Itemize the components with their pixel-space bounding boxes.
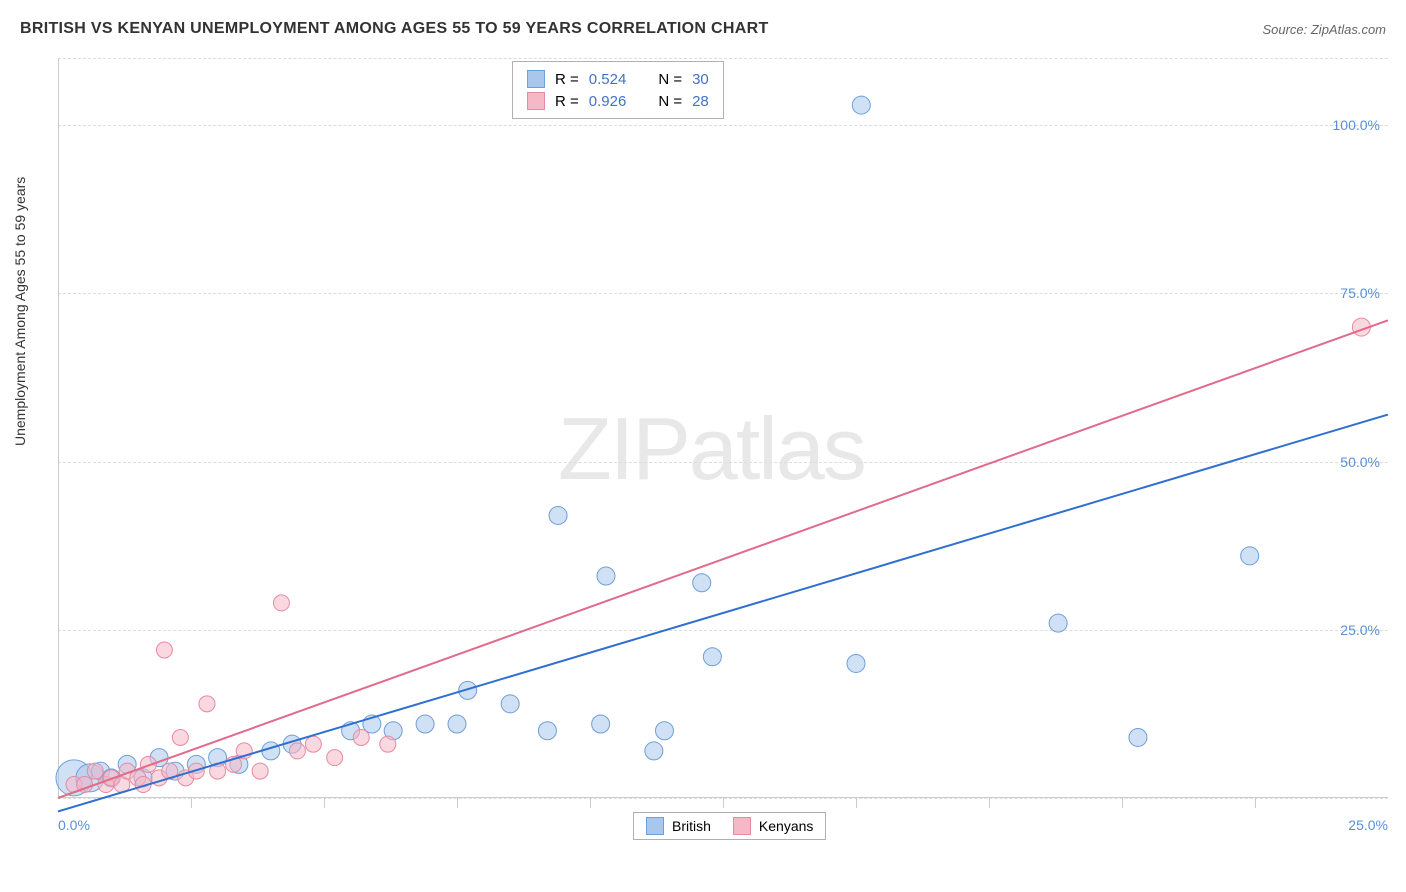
- data-point: [262, 742, 280, 760]
- data-point: [353, 729, 369, 745]
- source-attribution: Source: ZipAtlas.com: [1262, 22, 1386, 37]
- legend-swatch: [733, 817, 751, 835]
- x-tick: [191, 798, 192, 808]
- chart-title: BRITISH VS KENYAN UNEMPLOYMENT AMONG AGE…: [20, 20, 769, 38]
- x-tick-label: 0.0%: [58, 817, 90, 833]
- data-point: [156, 642, 172, 658]
- x-tick: [457, 798, 458, 808]
- data-point: [1241, 547, 1259, 565]
- n-label: N =: [658, 71, 682, 88]
- data-point: [448, 715, 466, 733]
- series-swatch: [527, 70, 545, 88]
- data-point: [199, 696, 215, 712]
- data-point: [327, 750, 343, 766]
- r-value: 0.926: [589, 93, 627, 110]
- data-point: [592, 715, 610, 733]
- legend-item: British: [646, 817, 711, 835]
- data-point: [645, 742, 663, 760]
- data-point: [273, 595, 289, 611]
- stats-row: R = 0.524 N = 30: [527, 68, 709, 90]
- chart-area: ZIPatlas 25.0%50.0%75.0%100.0% 0.0%25.0%…: [58, 58, 1388, 838]
- correlation-stats-box: R = 0.524 N = 30 R = 0.926 N = 28: [512, 61, 724, 119]
- trend-line: [58, 415, 1388, 812]
- plot-region: ZIPatlas 25.0%50.0%75.0%100.0% 0.0%25.0%…: [58, 58, 1388, 838]
- n-value: 28: [692, 93, 709, 110]
- x-tick: [723, 798, 724, 808]
- y-tick-label: 75.0%: [1340, 285, 1380, 301]
- y-tick-label: 100.0%: [1333, 117, 1380, 133]
- x-tick: [856, 798, 857, 808]
- x-tick-label: 25.0%: [1348, 817, 1388, 833]
- legend-item: Kenyans: [733, 817, 813, 835]
- legend-swatch: [646, 817, 664, 835]
- chart-header: BRITISH VS KENYAN UNEMPLOYMENT AMONG AGE…: [20, 20, 1386, 38]
- data-point: [172, 729, 188, 745]
- y-tick-label: 25.0%: [1340, 622, 1380, 638]
- data-point: [693, 574, 711, 592]
- data-point: [703, 648, 721, 666]
- data-point: [852, 96, 870, 114]
- scatter-svg: [58, 58, 1388, 838]
- data-point: [1129, 728, 1147, 746]
- stats-row: R = 0.926 N = 28: [527, 90, 709, 112]
- legend-label: Kenyans: [759, 818, 813, 834]
- r-value: 0.524: [589, 71, 627, 88]
- data-point: [549, 506, 567, 524]
- data-point: [305, 736, 321, 752]
- data-point: [538, 722, 556, 740]
- data-point: [289, 743, 305, 759]
- data-point: [380, 736, 396, 752]
- data-point: [87, 763, 103, 779]
- x-tick: [324, 798, 325, 808]
- r-label: R =: [555, 71, 579, 88]
- r-label: R =: [555, 93, 579, 110]
- series-legend: British Kenyans: [633, 812, 826, 840]
- data-point: [252, 763, 268, 779]
- legend-label: British: [672, 818, 711, 834]
- data-point: [847, 654, 865, 672]
- data-point: [416, 715, 434, 733]
- y-tick-label: 50.0%: [1340, 454, 1380, 470]
- data-point: [597, 567, 615, 585]
- x-tick: [989, 798, 990, 808]
- trend-line: [58, 320, 1388, 798]
- data-point: [655, 722, 673, 740]
- x-tick: [1255, 798, 1256, 808]
- data-point: [1049, 614, 1067, 632]
- series-swatch: [527, 92, 545, 110]
- x-tick: [1122, 798, 1123, 808]
- n-label: N =: [658, 93, 682, 110]
- x-tick: [590, 798, 591, 808]
- n-value: 30: [692, 71, 709, 88]
- y-axis-label: Unemployment Among Ages 55 to 59 years: [12, 177, 28, 446]
- data-point: [501, 695, 519, 713]
